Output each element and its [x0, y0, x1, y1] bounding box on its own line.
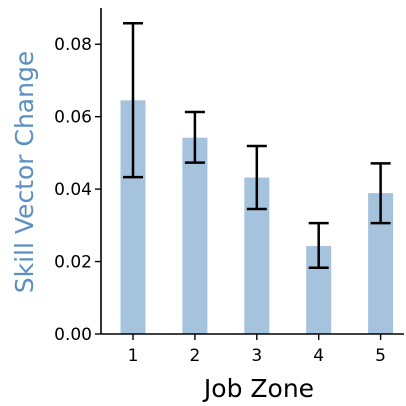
x-tick-label: 2 [189, 346, 200, 366]
x-tick-label: 1 [128, 346, 139, 366]
error-bars-group [123, 21, 391, 269]
bar-2 [182, 137, 208, 334]
y-tick-label: 0.00 [54, 325, 92, 345]
y-tick-label: 0.02 [54, 253, 92, 273]
bars-group [120, 100, 394, 334]
x-tick-label: 5 [375, 346, 386, 366]
y-tick-label: 0.04 [54, 180, 92, 200]
y-tick-label: 0.08 [54, 35, 92, 55]
x-tick-label: 4 [313, 346, 324, 366]
x-tick-label: 3 [251, 346, 262, 366]
axes-group [100, 8, 404, 335]
y-tick-label: 0.06 [54, 108, 92, 128]
x-axis-label: Job Zone [202, 374, 314, 403]
ticks-group: 0.00 0.02 0.04 0.06 0.08 1 2 3 4 5 [54, 35, 386, 366]
y-axis-label: Skill Vector Change [10, 51, 39, 293]
